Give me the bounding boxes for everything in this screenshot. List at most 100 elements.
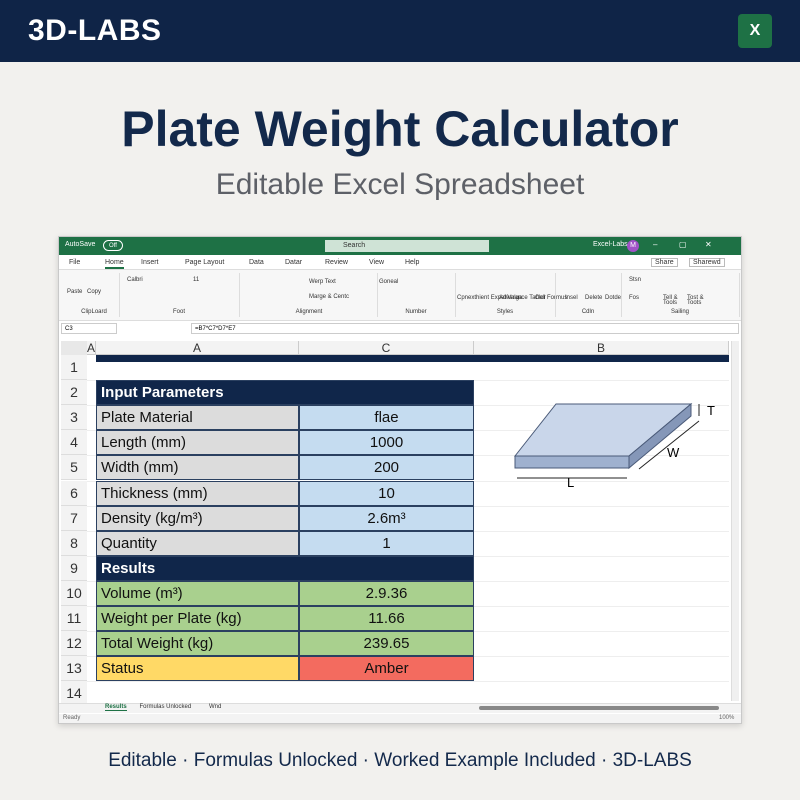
- row-header: 13: [61, 656, 87, 682]
- ribbon-button[interactable]: Toots: [687, 300, 702, 306]
- ribbon-tab[interactable]: Help: [405, 259, 420, 266]
- v-scrollbar: [731, 341, 739, 701]
- ribbon-button[interactable]: 11: [193, 277, 200, 283]
- sheet-tab[interactable]: Wnd: [209, 704, 222, 710]
- param-value[interactable]: 1000: [299, 430, 474, 456]
- param-value[interactable]: Amber: [299, 656, 474, 682]
- param-label: Density (kg/m³): [96, 505, 299, 531]
- ribbon-button[interactable]: Cpnexthient Expel/Vaiga: [457, 295, 523, 301]
- sheet-tab[interactable]: Formulas Unlocked: [139, 704, 192, 710]
- ribbon-group-label: Number: [405, 309, 427, 315]
- group-divider: [555, 273, 556, 317]
- file-name: Excel-Labs: [593, 241, 628, 248]
- ribbon-tab[interactable]: View: [369, 259, 385, 266]
- param-value[interactable]: 200: [299, 455, 474, 481]
- subtitle: Editable Excel Spreadsheet: [215, 168, 585, 201]
- param-label: Status: [96, 656, 299, 682]
- search-box[interactable]: Search: [325, 240, 489, 252]
- ribbon-button[interactable]: Paste: [67, 289, 83, 295]
- plate-side: [628, 402, 692, 470]
- top-banner: [0, 0, 800, 62]
- ribbon-button[interactable]: Cell Formus: [535, 295, 568, 301]
- ribbon-button[interactable]: Stsn: [629, 277, 642, 283]
- footer: Editable · Formulas Unlocked · Worked Ex…: [108, 750, 692, 771]
- excel-icon: X: [738, 14, 772, 48]
- param-label: Plate Material: [96, 405, 299, 431]
- table-header: Input Parameters: [96, 380, 474, 406]
- row-header: 8: [61, 530, 87, 556]
- row-header: 3: [61, 405, 87, 431]
- title: Plate Weight Calculator: [121, 101, 679, 157]
- param-value[interactable]: 10: [299, 480, 474, 506]
- ribbon-button[interactable]: Tell &: [663, 295, 678, 301]
- group-divider: [239, 273, 240, 317]
- avatar: M: [627, 240, 639, 252]
- window-control[interactable]: ✕: [705, 240, 712, 249]
- ribbon-button[interactable]: Marge & Centc: [309, 294, 350, 300]
- formula-bar[interactable]: =B7*C7*D7*E7: [191, 323, 739, 334]
- group-divider: [739, 273, 740, 317]
- table-header: Results: [96, 555, 474, 581]
- group-divider: [621, 273, 622, 317]
- column-header: C: [299, 341, 474, 355]
- window-control[interactable]: –: [653, 240, 658, 249]
- excel-window: AutoSave Off Search Excel-Labs M – ▢ ✕ File Home I…: [58, 236, 742, 724]
- dimension-label: L: [567, 475, 574, 490]
- param-value[interactable]: 2.6m³: [299, 505, 474, 531]
- dimension-label: W: [667, 445, 680, 460]
- ribbon-group-label: Foot: [172, 309, 185, 315]
- row-header: 9: [61, 555, 87, 581]
- row-header: 12: [61, 631, 87, 657]
- status-bar: [59, 714, 741, 723]
- param-label: Volume (m³): [96, 580, 299, 606]
- ribbon-button[interactable]: Fos: [629, 295, 640, 301]
- param-value[interactable]: 2.9.36: [299, 580, 474, 606]
- ribbon-tab[interactable]: Data: [249, 259, 264, 266]
- plate-diagram: T W L: [513, 402, 715, 490]
- row-header: 11: [61, 606, 87, 632]
- autosave: AutoSave: [65, 241, 96, 248]
- name-box[interactable]: C3: [61, 323, 117, 334]
- ribbon-tab[interactable]: Datar: [285, 259, 303, 266]
- share-button[interactable]: Share: [651, 258, 678, 267]
- group-divider: [377, 273, 378, 317]
- ribbon-button[interactable]: Adverance Tablor: [499, 295, 546, 301]
- group-divider: [455, 273, 456, 317]
- ribbon-group-label: Sailing: [670, 309, 689, 315]
- param-value[interactable]: 11.66: [299, 606, 474, 632]
- window-control[interactable]: ▢: [679, 240, 687, 249]
- ribbon-button[interactable]: Dotde: [605, 295, 622, 301]
- ribbon-tab[interactable]: Review: [325, 259, 348, 266]
- ribbon-button[interactable]: Insel: [565, 295, 578, 301]
- ribbon-button[interactable]: Tools: [663, 300, 678, 306]
- group-divider: [119, 273, 120, 317]
- row-header: 7: [61, 505, 87, 531]
- ribbon-button[interactable]: Calbri: [127, 277, 143, 283]
- ribbon-tab[interactable]: Home: [105, 259, 124, 269]
- ribbon-group-label: Cdln: [581, 309, 595, 315]
- param-value[interactable]: flae: [299, 405, 474, 431]
- ribbon-tab[interactable]: Insert: [141, 259, 159, 266]
- param-label: Width (mm): [96, 455, 299, 481]
- param-label: Length (mm): [96, 430, 299, 456]
- ribbon-button[interactable]: Copy: [87, 289, 102, 295]
- row-header: 1: [61, 355, 87, 381]
- ribbon-button[interactable]: Goneal: [379, 279, 399, 285]
- ribbon-tab[interactable]: File: [69, 259, 81, 266]
- dim-line: [638, 420, 700, 470]
- ribbon-button[interactable]: Werp Text: [309, 279, 336, 285]
- ribbon: [59, 269, 741, 321]
- sheet-tab[interactable]: Results: [105, 704, 127, 711]
- param-value[interactable]: 1: [299, 530, 474, 556]
- ribbon-button[interactable]: Delete: [585, 295, 603, 301]
- dimension-label: T: [707, 403, 715, 418]
- top-strip: [96, 355, 729, 362]
- h-scrollbar: [479, 706, 719, 710]
- autosave-toggle[interactable]: Off: [103, 240, 123, 251]
- param-value[interactable]: 239.65: [299, 631, 474, 657]
- share-button[interactable]: Sharewd: [689, 258, 725, 267]
- ribbon-button[interactable]: Tost &: [687, 295, 704, 301]
- ribbon-tab[interactable]: Page Layout: [185, 259, 225, 266]
- row-header: 6: [61, 480, 87, 506]
